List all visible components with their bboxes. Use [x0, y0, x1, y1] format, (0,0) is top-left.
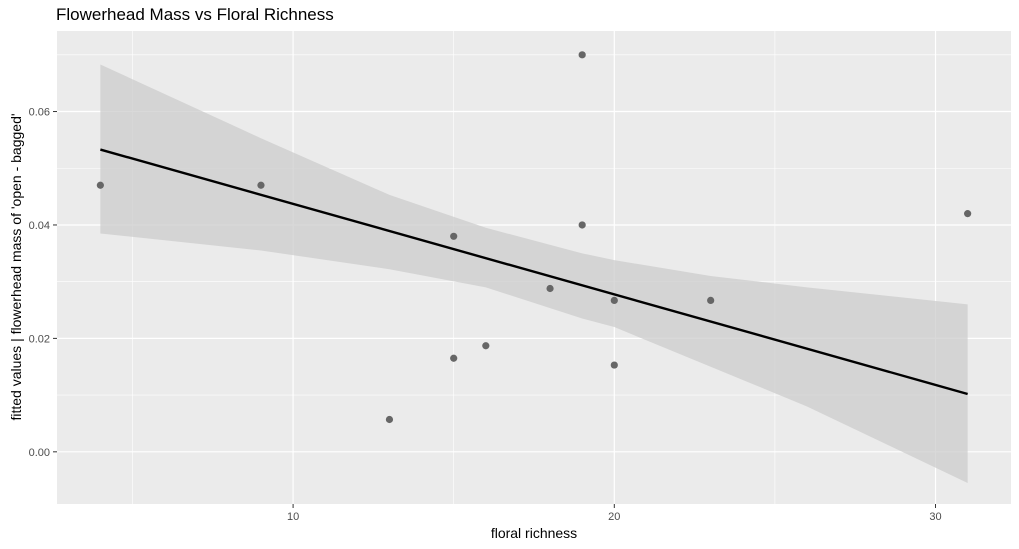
data-points [96, 51, 972, 424]
data-point-6 [546, 284, 554, 293]
data-point-8 [578, 221, 586, 229]
data-point-0 [96, 181, 104, 189]
data-point-10 [610, 361, 618, 369]
data-point-7 [578, 51, 586, 59]
x-axis-ticks: 10 20 30 [287, 504, 942, 523]
x-axis-label: floral richness [490, 525, 578, 541]
data-point-1 [257, 181, 265, 189]
data-point-3 [450, 232, 458, 240]
data-point-4 [450, 354, 458, 362]
y-tick-label-0: 0.00 [29, 447, 50, 459]
data-point-2 [385, 415, 394, 424]
y-tick-label-3: 0.06 [29, 107, 50, 119]
chart-title: Flowerhead Mass vs Floral Richness [56, 5, 334, 24]
y-axis-ticks: 0.00 0.02 0.04 0.06 [29, 107, 57, 459]
data-point-9 [610, 296, 618, 304]
data-point-12 [964, 210, 972, 218]
data-point-5 [482, 342, 490, 350]
x-tick-label-1: 20 [608, 511, 620, 523]
data-point-11 [707, 296, 715, 304]
confidence-band [100, 64, 968, 484]
x-tick-label-0: 10 [287, 511, 299, 523]
y-tick-label-2: 0.04 [29, 220, 50, 232]
y-axis-label: fitted values | flowerhead mass of 'open… [8, 113, 24, 421]
y-tick-label-1: 0.02 [29, 333, 50, 345]
x-tick-label-2: 30 [929, 511, 941, 523]
regression-line [100, 148, 968, 396]
